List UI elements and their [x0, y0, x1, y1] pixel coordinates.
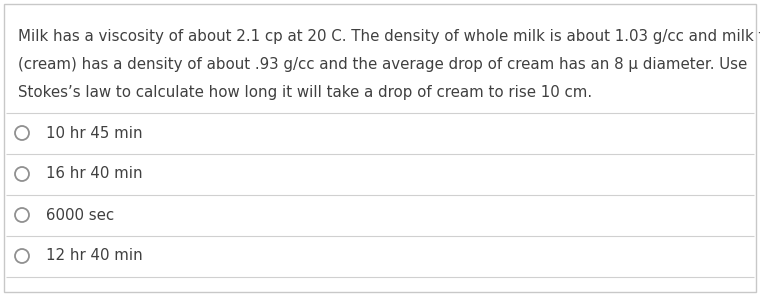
Text: (cream) has a density of about .93 g/cc and the average drop of cream has an 8 μ: (cream) has a density of about .93 g/cc …: [18, 57, 747, 72]
Text: 12 hr 40 min: 12 hr 40 min: [46, 249, 143, 263]
Text: Milk has a viscosity of about 2.1 cp at 20 C. The density of whole milk is about: Milk has a viscosity of about 2.1 cp at …: [18, 28, 760, 44]
Text: 10 hr 45 min: 10 hr 45 min: [46, 126, 143, 141]
Text: 6000 sec: 6000 sec: [46, 207, 114, 223]
Text: Stokes’s law to calculate how long it will take a drop of cream to rise 10 cm.: Stokes’s law to calculate how long it wi…: [18, 84, 592, 99]
Text: 16 hr 40 min: 16 hr 40 min: [46, 166, 143, 181]
